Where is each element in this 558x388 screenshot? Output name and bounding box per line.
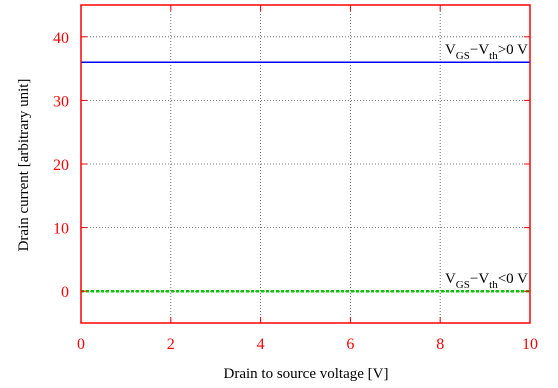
x-tick-label: 4 [257,336,265,353]
series-annotation-1: VGS−Vth>0 V [445,42,528,62]
series-annotation-2: VGS−Vth<0 V [445,271,528,291]
annotation-subscript: th [489,50,498,62]
annotation-text: >0 V [498,42,528,58]
y-tick-label: 40 [53,30,69,47]
annotation-subscript: th [489,279,498,291]
y-tick-label: 20 [53,157,69,174]
annotation-text: −V [470,271,489,287]
x-tick-label: 0 [77,336,85,353]
annotation-text: −V [470,42,489,58]
y-tick-label: 30 [53,93,69,110]
x-tick-label: 8 [436,336,444,353]
annotation-subscript: GS [456,279,470,291]
annotation-text: V [445,42,456,58]
y-axis-label: Drain current [arbitrary unit] [16,79,32,252]
x-tick-label: 2 [167,336,175,353]
grid-layer [81,5,530,323]
annotation-text: V [445,271,456,287]
annotation-subscript: GS [456,50,470,62]
tick-layer: 0 2 4 6 8 10 0 10 20 30 40 [53,5,538,353]
x-tick-label: 6 [346,336,354,353]
annotation-text: <0 V [498,271,528,287]
y-tick-label: 0 [61,284,69,301]
x-axis-label: Drain to source voltage [V] [224,366,389,382]
series-layer [81,61,530,293]
y-tick-label: 10 [53,221,69,238]
x-tick-label: 10 [522,336,538,353]
